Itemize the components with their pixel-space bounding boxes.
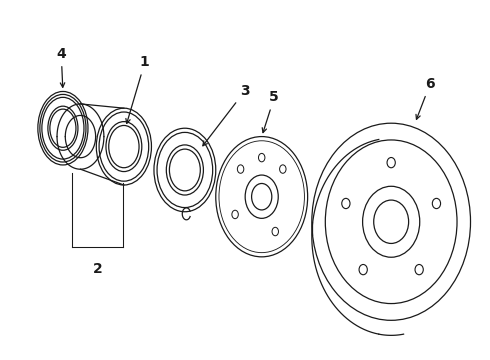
Text: 1: 1 [126,55,149,123]
Text: 4: 4 [56,47,66,87]
Text: 3: 3 [203,84,250,146]
Text: 5: 5 [262,90,279,132]
Text: 6: 6 [416,77,435,119]
Text: 2: 2 [93,262,102,276]
